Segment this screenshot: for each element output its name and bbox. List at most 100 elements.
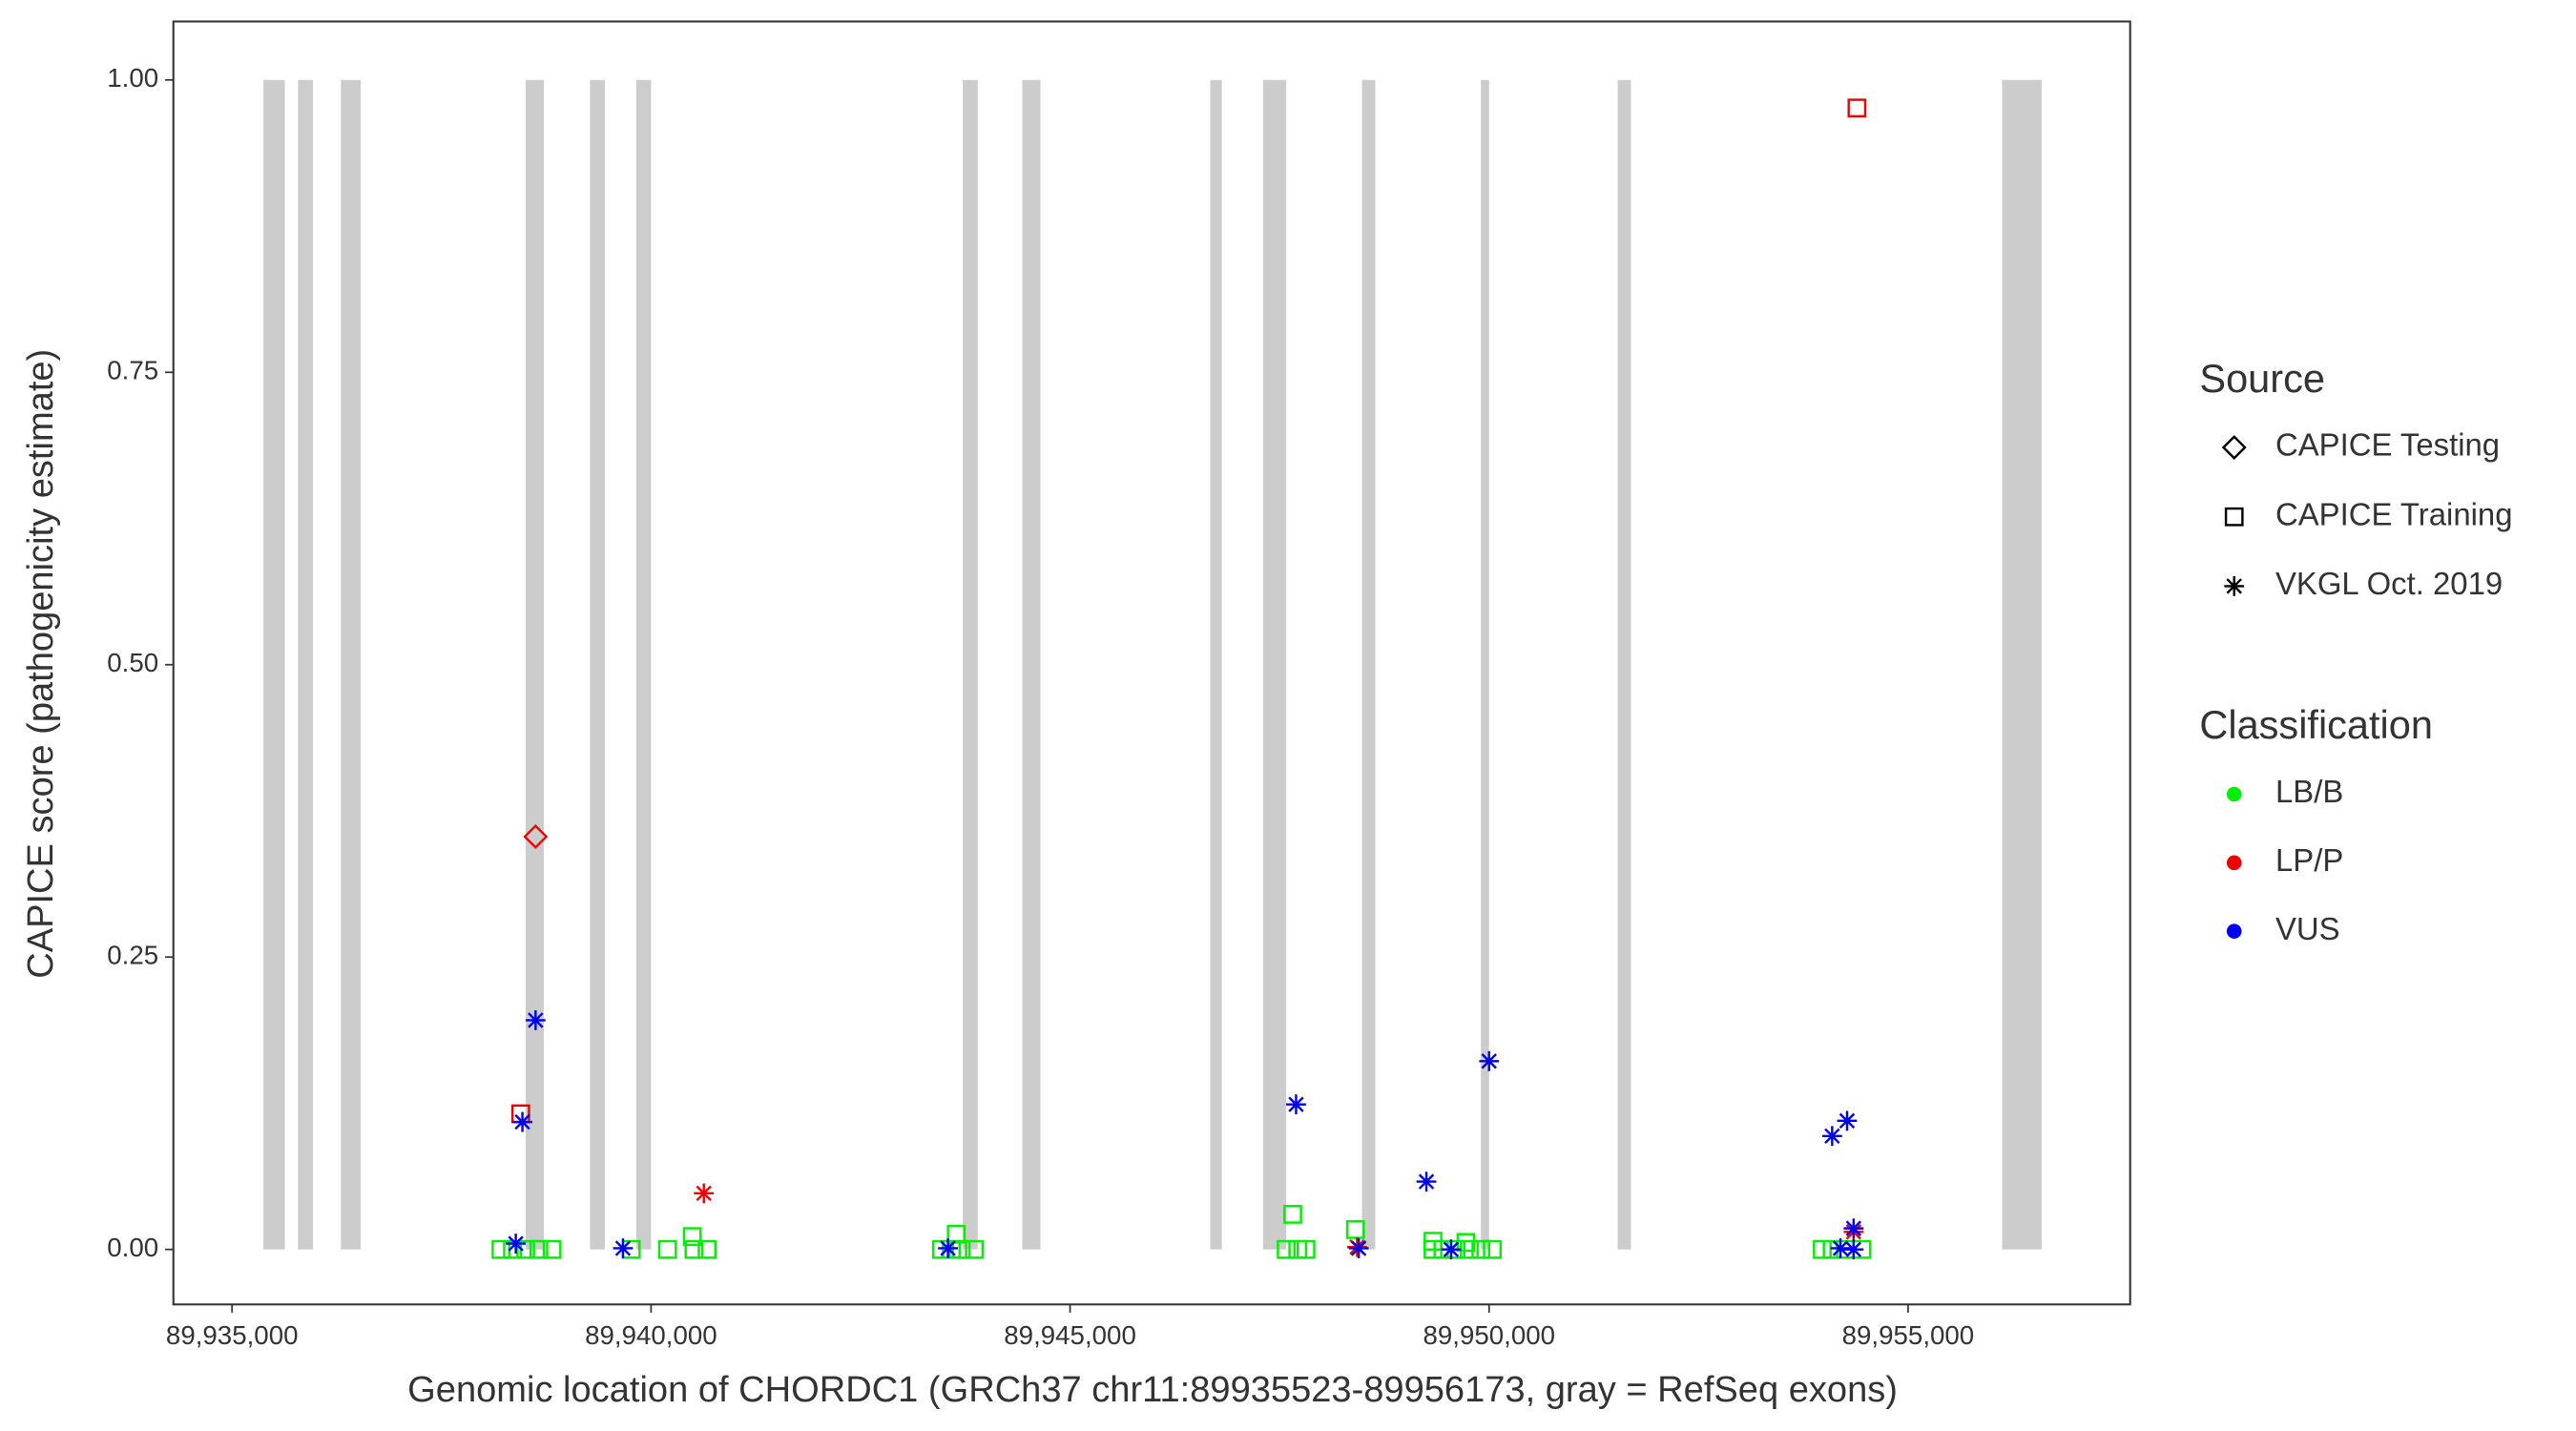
point <box>1847 98 1867 118</box>
exon <box>963 79 978 1250</box>
square-symbol <box>1296 1239 1316 1259</box>
x-tick-label: 89,940,000 <box>585 1320 717 1350</box>
x-tick-label: 89,950,000 <box>1423 1320 1555 1350</box>
y-axis-title: CAPICE score (pathogenicity estimate) <box>21 349 61 979</box>
legend-label: LB/B <box>2275 774 2343 809</box>
asterisk-symbol <box>506 1234 527 1254</box>
point <box>506 1234 527 1254</box>
square-symbol <box>965 1239 985 1259</box>
asterisk-symbol <box>1441 1239 1462 1260</box>
point <box>657 1239 677 1259</box>
point <box>1416 1172 1437 1192</box>
point <box>2224 576 2245 596</box>
square-symbol <box>1277 1239 1296 1259</box>
legend-label: VKGL Oct. 2019 <box>2275 566 2503 601</box>
point <box>1830 1238 1851 1258</box>
point <box>529 1239 549 1259</box>
point <box>525 1010 546 1030</box>
square-symbol <box>2224 507 2244 527</box>
exon <box>2002 79 2042 1250</box>
square-symbol <box>1283 1205 1302 1224</box>
exon <box>263 79 285 1250</box>
square-symbol <box>942 1239 961 1259</box>
plot-border <box>172 20 2131 1306</box>
point <box>1460 1239 1479 1259</box>
square-symbol <box>516 1239 535 1259</box>
asterisk-symbol <box>613 1238 634 1258</box>
asterisk-symbol <box>2224 576 2245 596</box>
asterisk-symbol <box>938 1238 958 1258</box>
point <box>1296 1239 1316 1259</box>
point <box>684 1239 704 1259</box>
square-symbol <box>542 1239 562 1259</box>
y-tick-label: 0.25 <box>107 941 158 970</box>
point <box>516 1239 535 1259</box>
point <box>1821 1126 1842 1147</box>
asterisk-symbol <box>1821 1126 1842 1147</box>
point <box>542 1239 562 1259</box>
square-symbol <box>1345 1219 1365 1239</box>
legend-label: VUS <box>2275 911 2340 946</box>
legend-swatch <box>2226 786 2242 802</box>
legend-swatch <box>2226 855 2242 871</box>
exon <box>590 79 605 1250</box>
exon <box>1262 79 1287 1250</box>
point <box>1843 1218 1864 1239</box>
exon <box>1210 79 1222 1250</box>
point <box>1277 1239 1296 1259</box>
legend-label: CAPICE Testing <box>2275 427 2500 463</box>
exon <box>525 79 544 1250</box>
point <box>1345 1219 1365 1239</box>
square-symbol <box>529 1239 549 1259</box>
point <box>694 1183 715 1204</box>
asterisk-symbol <box>694 1183 715 1204</box>
asterisk-symbol <box>1843 1239 1864 1260</box>
square-symbol <box>697 1239 717 1259</box>
point <box>613 1238 634 1258</box>
point <box>2224 507 2244 527</box>
x-axis-title: Genomic location of CHORDC1 (GRCh37 chr1… <box>407 1370 1898 1410</box>
asterisk-symbol <box>1830 1238 1851 1258</box>
exon <box>298 79 313 1250</box>
square-symbol <box>657 1239 677 1259</box>
square-symbol <box>1483 1239 1503 1259</box>
point <box>1483 1239 1503 1259</box>
point <box>1441 1239 1462 1260</box>
legend-label: CAPICE Training <box>2275 496 2513 531</box>
square-symbol <box>684 1239 704 1259</box>
square-symbol <box>951 1239 971 1259</box>
point <box>946 1224 966 1244</box>
asterisk-symbol <box>1286 1094 1306 1115</box>
y-tick-label: 1.00 <box>107 63 158 93</box>
y-tick-label: 0.50 <box>107 648 158 677</box>
point <box>965 1239 985 1259</box>
asterisk-symbol <box>512 1111 532 1132</box>
square-symbol <box>1813 1239 1832 1259</box>
legend-title: Source <box>2199 356 2325 401</box>
square-symbol <box>1423 1232 1443 1251</box>
exon <box>1481 79 1489 1250</box>
point <box>1423 1232 1443 1251</box>
point <box>1283 1205 1302 1224</box>
x-tick-label: 89,955,000 <box>1842 1320 1975 1350</box>
point <box>2221 435 2247 460</box>
point <box>1348 1238 1369 1258</box>
point <box>512 1111 532 1132</box>
asterisk-symbol <box>1348 1238 1369 1258</box>
point <box>523 823 549 849</box>
exon <box>341 79 362 1250</box>
asterisk-symbol <box>1837 1110 1858 1131</box>
y-tick-label: 0.00 <box>107 1233 158 1262</box>
x-tick-label: 89,945,000 <box>1004 1320 1136 1350</box>
point <box>1286 1094 1306 1115</box>
point <box>1471 1239 1491 1259</box>
legend-label: LP/P <box>2275 842 2343 878</box>
legend-swatch <box>2226 923 2242 939</box>
diamond-symbol <box>2221 435 2247 460</box>
legend-title: Classification <box>2199 702 2433 747</box>
point <box>682 1227 702 1247</box>
point <box>1813 1239 1832 1259</box>
asterisk-symbol <box>525 1010 546 1030</box>
